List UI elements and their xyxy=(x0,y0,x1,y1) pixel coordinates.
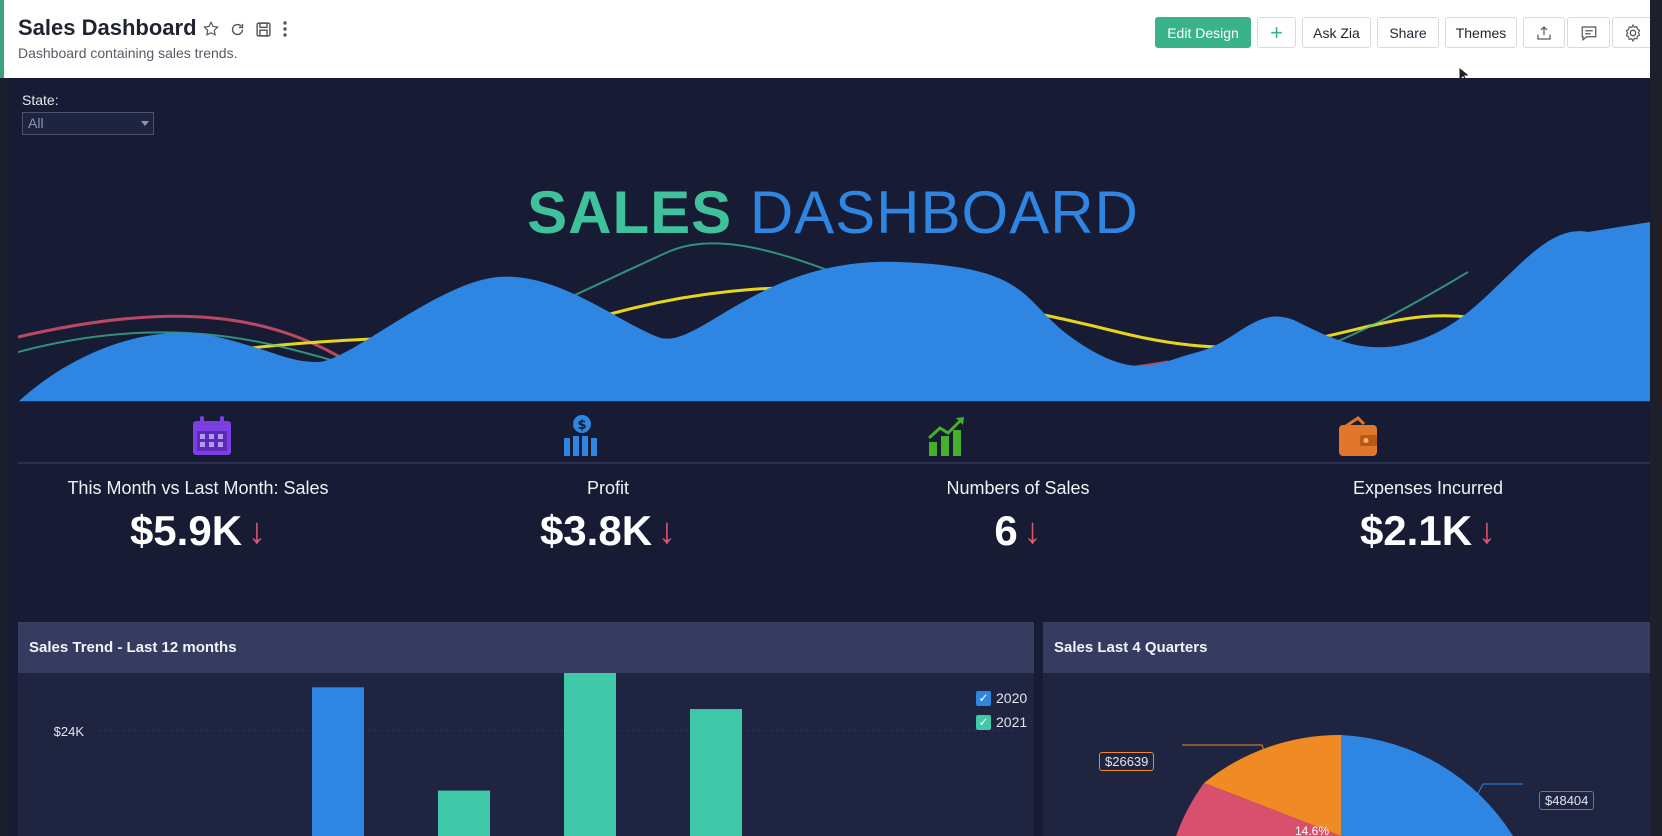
checkbox-checked-icon: ✓ xyxy=(976,714,991,730)
more-icon[interactable] xyxy=(274,18,296,40)
pie-percent-label: 14.6% xyxy=(1295,824,1330,836)
themes-button[interactable]: Themes xyxy=(1445,17,1517,48)
dashboard-header: Sales Dashboard Dashboard containing sal… xyxy=(0,0,1658,84)
pie-label-blue: $48404 xyxy=(1539,791,1595,810)
panel-title: Sales Trend - Last 12 months xyxy=(18,622,1034,673)
sales-quarters-pie xyxy=(1176,734,1523,836)
kpi-value-text: 6 xyxy=(994,507,1018,554)
legend-item-2021[interactable]: ✓ 2021 xyxy=(976,714,1027,730)
kpi-value-text: $2.1K xyxy=(1359,507,1473,554)
legend-label: 2020 xyxy=(996,690,1028,706)
banner-title-light: DASHBOARD xyxy=(749,179,1139,246)
trend-down-icon: ↓ xyxy=(658,510,677,551)
panel-title: Sales Last 4 Quarters xyxy=(1043,622,1650,673)
dashboard-title: Sales Dashboard xyxy=(18,15,197,40)
refresh-icon[interactable] xyxy=(226,18,248,40)
comment-icon xyxy=(1581,25,1596,41)
svg-text:$: $ xyxy=(577,418,586,433)
settings-icon xyxy=(1625,23,1641,42)
share-button[interactable]: Share xyxy=(1377,17,1439,48)
y-tick-label: $24K xyxy=(54,724,85,739)
bar-2021[interactable] xyxy=(690,709,742,836)
settings-button[interactable] xyxy=(1612,17,1654,48)
wallet-icon xyxy=(1339,416,1377,456)
kpi-expenses: Expenses Incurred $2.1K ↓ xyxy=(1223,478,1633,555)
sales-trend-panel: Sales Trend - Last 12 months ✓ 2020 ✓ 20… xyxy=(18,622,1034,836)
chevron-down-icon xyxy=(141,121,149,126)
state-filter-label: State: xyxy=(22,92,59,108)
kpi-value: $3.8K ↓ xyxy=(403,507,813,555)
calendar-icon xyxy=(193,416,231,455)
legend-item-2020[interactable]: ✓ 2020 xyxy=(976,690,1027,706)
legend-label: 2021 xyxy=(996,714,1028,730)
kpi-label: Profit xyxy=(586,478,629,498)
add-button[interactable]: + xyxy=(1257,17,1296,48)
sales-quarters-panel: Sales Last 4 Quarters $26639 $48404 14.6… xyxy=(1043,622,1650,836)
checkbox-checked-icon: ✓ xyxy=(976,690,991,706)
kpi-value-text: $5.9K xyxy=(129,507,243,554)
export-icon xyxy=(1537,25,1551,40)
ask-zia-button[interactable]: Ask Zia xyxy=(1302,17,1371,48)
money-bars-icon: $ xyxy=(564,415,597,456)
trend-down-icon: ↓ xyxy=(1478,510,1497,551)
pie-label-orange: $26639 xyxy=(1099,752,1155,771)
growth-chart-icon xyxy=(927,417,964,456)
y-tick-label: $30K xyxy=(54,673,85,674)
kpi-label: Numbers of Sales xyxy=(946,478,1090,498)
banner-title: SALES DASHBOARD xyxy=(8,178,1658,247)
state-filter-value: All xyxy=(28,115,44,131)
kpi-value: $5.9K ↓ xyxy=(0,507,403,555)
banner-title-bold: SALES xyxy=(527,179,733,246)
trend-down-icon: ↓ xyxy=(248,510,267,551)
pie-slice-orange[interactable] xyxy=(1204,734,1341,836)
kpi-sales: This Month vs Last Month: Sales $5.9K ↓ xyxy=(0,478,403,555)
kpi-icon-row: $ xyxy=(18,408,1650,464)
sales-trend-chart: $30K $24K xyxy=(54,673,1018,836)
bar-2020[interactable] xyxy=(312,687,364,836)
kpi-value: 6 ↓ xyxy=(813,507,1223,555)
save-icon[interactable] xyxy=(252,18,274,40)
pie-slice-blue[interactable] xyxy=(1341,735,1513,836)
kpi-number-of-sales: Numbers of Sales 6 ↓ xyxy=(813,478,1223,555)
kpi-profit: Profit $3.8K ↓ xyxy=(403,478,813,555)
window-edge xyxy=(1650,0,1662,836)
state-filter-select[interactable]: All xyxy=(22,112,154,135)
trend-down-icon: ↓ xyxy=(1023,510,1042,551)
kpi-label: This Month vs Last Month: Sales xyxy=(67,478,329,498)
export-button[interactable] xyxy=(1523,17,1565,48)
dashboard-canvas: State: All SALES DASHBOARD xyxy=(8,78,1658,836)
kpi-label: Expenses Incurred xyxy=(1352,478,1504,498)
dashboard-subtitle: Dashboard containing sales trends. xyxy=(18,45,238,61)
banner-waves xyxy=(18,222,1650,402)
kpi-value: $2.1K ↓ xyxy=(1223,507,1633,555)
bar-2021[interactable] xyxy=(564,673,616,836)
star-icon[interactable] xyxy=(200,18,222,40)
bar-2021[interactable] xyxy=(438,790,490,836)
edit-design-button[interactable]: Edit Design xyxy=(1155,17,1251,48)
pie-slice-pink[interactable] xyxy=(1176,783,1341,836)
kpi-value-text: $3.8K xyxy=(539,507,653,554)
comment-button[interactable] xyxy=(1567,17,1610,48)
